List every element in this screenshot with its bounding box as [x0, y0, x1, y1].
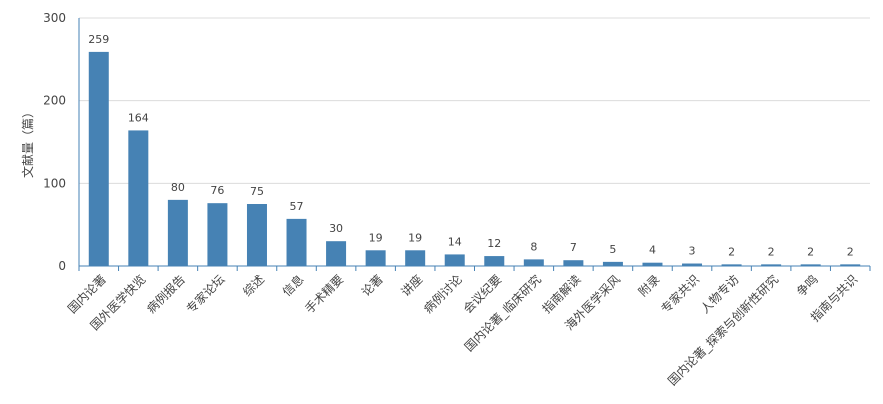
data-label: 57: [290, 200, 304, 213]
data-label: 19: [369, 231, 383, 244]
bar: [167, 199, 188, 266]
bar: [602, 261, 623, 266]
data-label: 5: [609, 243, 616, 256]
x-tick-label: 病例讨论: [420, 272, 465, 317]
data-label: 76: [210, 184, 224, 197]
bar: [523, 259, 544, 266]
data-label: 14: [448, 235, 462, 248]
bar: [246, 204, 267, 266]
bar: [800, 264, 821, 266]
bars: [88, 51, 861, 266]
bar: [405, 250, 426, 266]
bar: [840, 264, 861, 266]
bar: [484, 256, 505, 266]
x-tick-label: 论著: [359, 272, 386, 299]
data-label: 4: [649, 244, 656, 257]
x-tick-label: 附录: [636, 272, 663, 299]
axes: [78, 18, 871, 271]
data-label: 7: [570, 241, 577, 254]
bar: [563, 260, 584, 266]
y-tick-label: 300: [43, 11, 66, 25]
data-label: 19: [408, 231, 422, 244]
x-tick-label: 综述: [240, 272, 267, 299]
x-tick-label: 手术精要: [302, 272, 346, 316]
data-label: 2: [728, 245, 735, 258]
data-label: 3: [689, 245, 696, 258]
y-tick-label: 100: [43, 176, 66, 190]
data-label: 75: [250, 185, 264, 198]
x-tick-label: 专家论坛: [183, 272, 228, 317]
bar: [365, 250, 386, 266]
bar: [444, 254, 465, 266]
data-label: 80: [171, 181, 185, 194]
data-label: 8: [530, 240, 537, 253]
bar: [286, 218, 307, 266]
grid-lines: [79, 17, 870, 184]
bar: [207, 203, 228, 266]
bar: [642, 262, 663, 266]
y-axis-label: 文献量（篇）: [20, 106, 35, 178]
bar: [761, 264, 782, 266]
bar: [88, 51, 109, 266]
data-label: 2: [768, 245, 775, 258]
data-label: 164: [128, 111, 149, 124]
data-label: 2: [847, 245, 854, 258]
data-label: 12: [487, 237, 501, 250]
bar: [682, 263, 703, 266]
x-tick-label: 病例报告: [143, 272, 188, 317]
x-tick-label: 专家共识: [658, 272, 703, 317]
x-tick-label: 信息: [279, 272, 307, 300]
data-label: 2: [807, 245, 814, 258]
bar: [326, 241, 347, 266]
y-tick-label: 0: [58, 259, 66, 273]
bar: [721, 264, 742, 266]
bar: [128, 130, 149, 266]
x-tick-label: 讲座: [398, 272, 426, 300]
y-tick-label: 200: [43, 94, 66, 108]
data-label: 259: [88, 33, 109, 46]
data-label: 30: [329, 222, 343, 235]
y-tick-labels: 0 100 200 300: [43, 11, 66, 273]
x-tick-label: 争鸣: [793, 272, 821, 300]
